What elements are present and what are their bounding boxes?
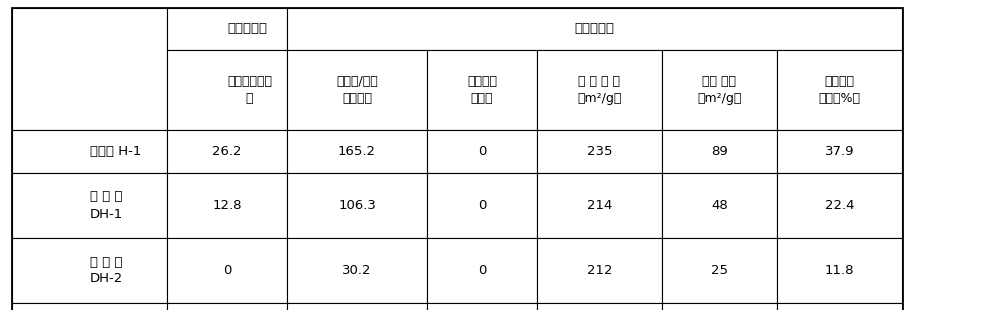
Bar: [427, 238, 537, 303]
Text: 氧化硯/氧化
铝摩尔比: 氧化硯/氧化 铝摩尔比: [336, 75, 378, 105]
Bar: [12, 238, 167, 303]
Text: 106.3: 106.3: [338, 199, 376, 212]
Text: 分 子 筛
DH-1: 分 子 筛 DH-1: [90, 191, 123, 220]
Bar: [537, 173, 662, 238]
Text: 48: 48: [711, 199, 728, 212]
Bar: [662, 50, 777, 130]
Text: 22.4: 22.4: [825, 199, 854, 212]
Bar: [777, 238, 902, 303]
Bar: [12, 173, 167, 238]
Bar: [287, 173, 427, 238]
Text: 介孔面积
占比（%）: 介孔面积 占比（%）: [818, 75, 860, 105]
Bar: [427, 50, 537, 130]
Bar: [662, 238, 777, 303]
Bar: [167, 50, 287, 130]
Text: 25: 25: [711, 264, 728, 277]
Text: 0: 0: [478, 199, 486, 212]
Text: 介孔 面积
（m²/g）: 介孔 面积 （m²/g）: [697, 75, 742, 105]
Text: 235: 235: [587, 145, 612, 158]
Text: 五配位铝
的含量: 五配位铝 的含量: [467, 75, 497, 105]
Bar: [662, 173, 777, 238]
Text: 214: 214: [587, 199, 612, 212]
Bar: [287, 303, 427, 310]
Text: 37.9: 37.9: [825, 145, 854, 158]
Bar: [427, 173, 537, 238]
Bar: [537, 50, 662, 130]
Bar: [287, 238, 427, 303]
Bar: [12, 8, 902, 310]
Bar: [12, 303, 167, 310]
Text: 11.8: 11.8: [825, 264, 854, 277]
Bar: [287, 8, 902, 50]
Text: 212: 212: [587, 264, 612, 277]
Text: 12.8: 12.8: [212, 199, 242, 212]
Text: 26.2: 26.2: [212, 145, 242, 158]
Bar: [537, 303, 662, 310]
Bar: [777, 130, 902, 173]
Text: 分子筛 H-1: 分子筛 H-1: [90, 145, 141, 158]
Bar: [777, 173, 902, 238]
Bar: [427, 130, 537, 173]
Bar: [537, 130, 662, 173]
Bar: [167, 130, 287, 173]
Text: 89: 89: [711, 145, 728, 158]
Bar: [167, 173, 287, 238]
Bar: [662, 130, 777, 173]
Bar: [167, 8, 287, 50]
Text: 比 表 面 积
（m²/g）: 比 表 面 积 （m²/g）: [577, 75, 622, 105]
Bar: [662, 303, 777, 310]
Text: 分 子 筛
DH-2: 分 子 筛 DH-2: [90, 255, 123, 286]
Text: 0: 0: [478, 145, 486, 158]
Text: 分子筛前体: 分子筛前体: [227, 23, 267, 36]
Bar: [167, 238, 287, 303]
Bar: [12, 130, 167, 173]
Bar: [167, 303, 287, 310]
Bar: [287, 130, 427, 173]
Bar: [777, 50, 902, 130]
Bar: [537, 238, 662, 303]
Text: 30.2: 30.2: [342, 264, 372, 277]
Bar: [427, 303, 537, 310]
Bar: [287, 50, 427, 130]
Text: 五配位铝的含
量: 五配位铝的含 量: [227, 75, 272, 105]
Bar: [777, 303, 902, 310]
Text: 165.2: 165.2: [338, 145, 376, 158]
Text: 0: 0: [223, 264, 231, 277]
Text: 分子筛成品: 分子筛成品: [574, 23, 614, 36]
Text: 0: 0: [478, 264, 486, 277]
Bar: [12, 8, 167, 130]
